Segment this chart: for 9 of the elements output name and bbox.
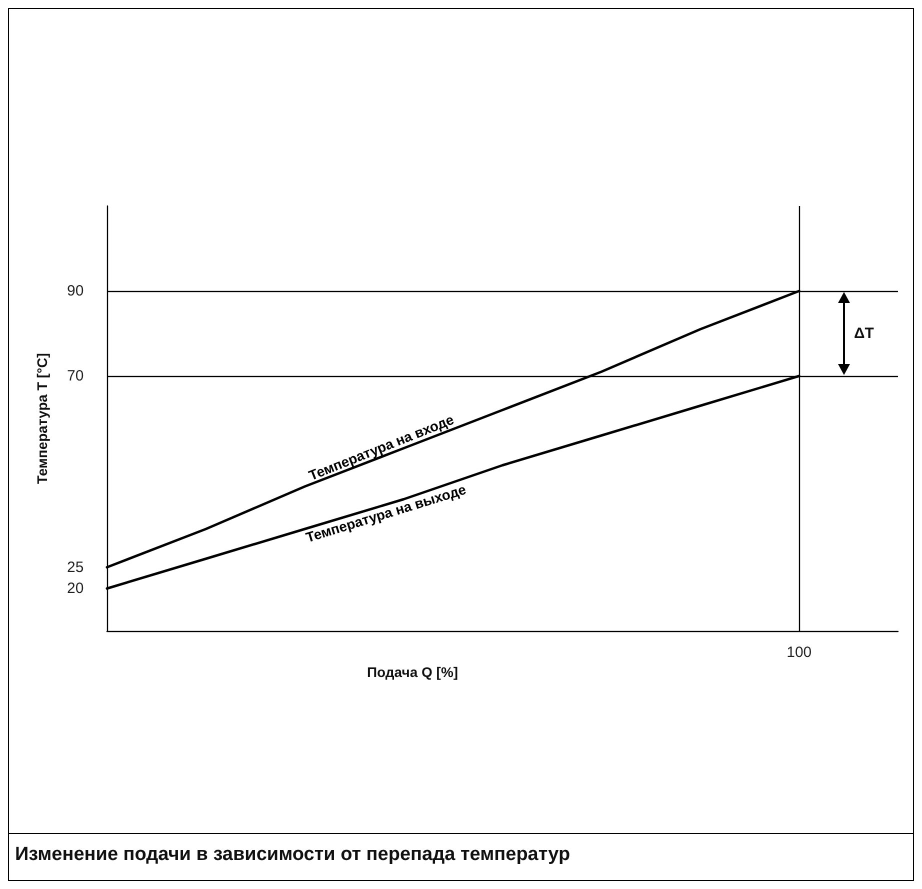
y-tick-label: 25 xyxy=(67,558,84,576)
y-axis-title: Температура T [°C] xyxy=(34,353,50,484)
x-tick-label: 100 xyxy=(786,644,812,661)
x-axis-title: Подача Q [%] xyxy=(366,664,458,680)
y-tick-label: 20 xyxy=(67,580,84,597)
annotation: ΔT xyxy=(854,325,874,342)
y-tick-label: 70 xyxy=(67,368,84,384)
y-tick-label: 90 xyxy=(67,282,84,300)
text: Изменение подачи в зависимости от перепада температур xyxy=(9,833,913,876)
